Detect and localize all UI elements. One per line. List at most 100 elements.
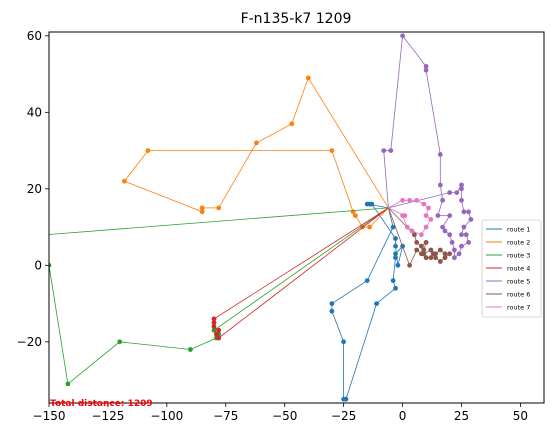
route-6-stop-point [414, 248, 419, 253]
route-5-legend-label: route 5 [507, 278, 530, 286]
route-5-stop-point [388, 148, 393, 153]
route-5-stop-point [459, 183, 464, 188]
route-7-stop-point [419, 232, 424, 237]
route-5-stop-point [440, 198, 445, 203]
route-6-stop-point [438, 259, 443, 264]
route-5-stop-point [462, 225, 467, 230]
route-1-stop-point [393, 236, 398, 241]
route-5-stop-point [447, 213, 452, 218]
route-5-stop-point [462, 209, 467, 214]
route-5-stop-point [459, 198, 464, 203]
route-1-stop-point [393, 255, 398, 260]
route-7-stop-point [405, 225, 410, 230]
route-6-stop-point [443, 255, 448, 260]
x-tick-label: −25 [331, 409, 356, 423]
route-7-stop-point [424, 225, 429, 230]
route-1-stop-point [341, 397, 346, 402]
route-1-stop-point [370, 202, 375, 207]
route-6-stop-point [424, 255, 429, 260]
route-7-stop-point [414, 198, 419, 203]
route-2-legend-label: route 2 [507, 239, 530, 247]
route-1-stop-point [396, 263, 401, 268]
route-1-legend-label: route 1 [507, 226, 530, 234]
route-6-stop-point [407, 263, 412, 268]
route-1-stop-point [365, 278, 370, 283]
route-1-stop-point [374, 301, 379, 306]
route-2-stop-point [146, 148, 151, 153]
route-7-stop-point [421, 202, 426, 207]
route-5-stop-point [457, 251, 462, 256]
route-6-stop-point [438, 248, 443, 253]
route-5-stop-point [450, 240, 455, 245]
legend: route 1 route 2 route 3 route 4 route 5 route… [482, 220, 541, 317]
route-6-stop-point [429, 255, 434, 260]
route-2-stop-point [367, 225, 372, 230]
y-tick-label: 0 [34, 258, 42, 272]
route-2-stop-point [289, 121, 294, 126]
route-1-stop-point [330, 301, 335, 306]
route-1-stop-point [330, 309, 335, 314]
route-5-stop-point [447, 190, 452, 195]
x-tick-label: −50 [272, 409, 297, 423]
route-5-stop-point [466, 209, 471, 214]
route-3-legend-label: route 3 [507, 252, 530, 260]
route-5-stop-point [469, 217, 474, 222]
route-5-stop-point [466, 240, 471, 245]
route-7-stop-point [429, 217, 434, 222]
route-7-stop-point [426, 206, 431, 211]
y-tick-label: −20 [17, 335, 42, 349]
x-tick-label: −150 [33, 409, 66, 423]
route-2-stop-point [216, 206, 221, 211]
route-5-stop-point [438, 183, 443, 188]
y-tick-label: 60 [27, 29, 42, 43]
route-2-stop-point [306, 76, 311, 81]
route-5-stop-point [447, 232, 452, 237]
route-7-stop-point [403, 213, 408, 218]
route-1-stop-point [391, 278, 396, 283]
route-6-stop-point [414, 240, 419, 245]
route-1-stop-point [393, 286, 398, 291]
route-5-stop-point [459, 244, 464, 249]
route-2-stop-point [330, 148, 335, 153]
chart-title: F-n135-k7 1209 [241, 11, 352, 27]
route-6-stop-point [424, 240, 429, 245]
x-tick-label: −75 [213, 409, 238, 423]
route-4-stop-point [216, 336, 221, 341]
route-6-stop-point [419, 251, 424, 256]
x-tick-label: −100 [150, 409, 183, 423]
y-tick-label: 20 [27, 182, 42, 196]
route-7-legend-label: route 7 [507, 304, 530, 312]
route-4-legend-label: route 4 [507, 265, 530, 273]
route-5-stop-point [424, 68, 429, 73]
route-7-stop-point [424, 213, 429, 218]
x-tick-label: 0 [399, 409, 407, 423]
x-tick-label: −125 [91, 409, 124, 423]
x-tick-label: 50 [513, 409, 528, 423]
route-5-stop-point [459, 232, 464, 237]
route-2-stop-point [200, 209, 205, 214]
route-5-stop-point [452, 248, 457, 253]
total-distance-annotation: Total distance: 1209 [50, 399, 153, 409]
route-5-stop-point [436, 213, 441, 218]
x-tick-label: 25 [454, 409, 469, 423]
route-7-stop-point [400, 198, 405, 203]
route-2-stop-point [254, 141, 259, 146]
route-6-stop-point [447, 251, 452, 256]
route-2-stop-point [353, 213, 358, 218]
route-5-stop-point [438, 152, 443, 157]
y-tick-label: 40 [27, 105, 42, 119]
route-4-stop-point [212, 324, 217, 329]
route-5-stop-point [400, 33, 405, 38]
route-1-stop-point [393, 244, 398, 249]
route-5-stop-point [443, 229, 448, 234]
route-6-legend-label: route 6 [507, 291, 530, 299]
route-7-stop-point [410, 229, 415, 234]
route-5-stop-point [452, 255, 457, 260]
route-5-stop-point [464, 232, 469, 237]
route-3-stop-point [188, 347, 193, 352]
route-3-stop-point [66, 382, 71, 387]
route-1-stop-point [341, 339, 346, 344]
route-5-stop-point [454, 190, 459, 195]
route-2-stop-point [122, 179, 127, 184]
